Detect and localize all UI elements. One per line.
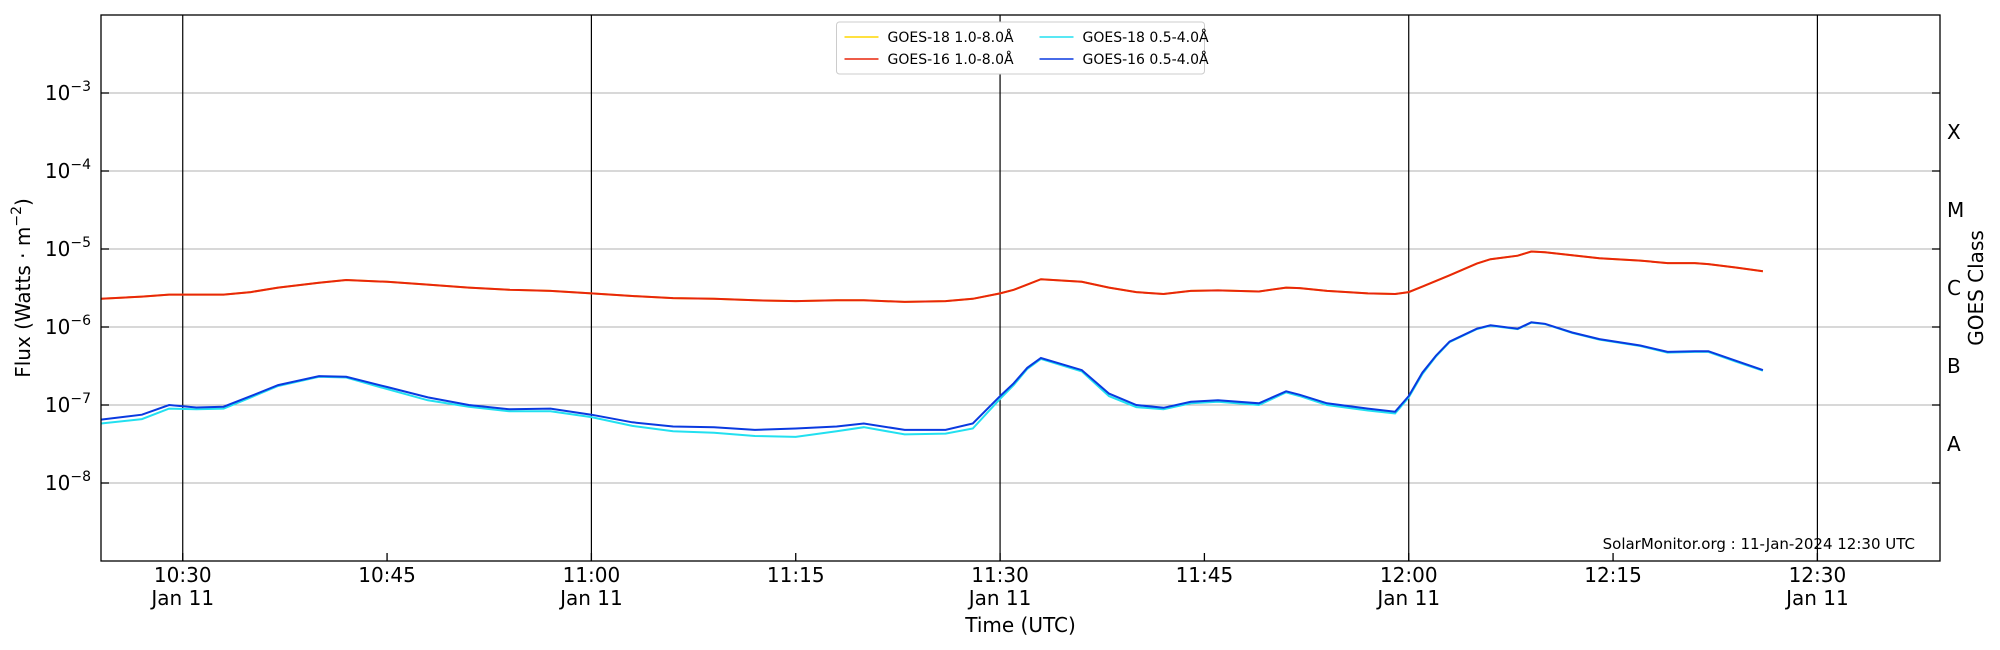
y-tick-label: 10−6 — [45, 313, 91, 339]
legend-box — [836, 21, 1205, 75]
y-tick-label: 10−4 — [45, 157, 91, 183]
y-tick-exponent: −7 — [70, 391, 91, 407]
y-tick-exponent: −4 — [70, 157, 91, 173]
x-tick-date: Jan 11 — [967, 586, 1032, 610]
x-tick-label: 10:45 — [358, 563, 416, 587]
series-line — [100, 321, 1764, 431]
y-axis-label: Flux (Watts · m−2) — [9, 198, 35, 378]
legend-label: GOES-18 0.5-4.0Å — [1083, 29, 1209, 46]
y-tick-base: 10 — [45, 471, 70, 495]
y-axis-label-text: Flux (Watts · m — [11, 227, 35, 378]
y-tick-base: 10 — [45, 237, 70, 261]
y-tick-exponent: −8 — [70, 469, 91, 485]
x-tick-label: 11:15 — [767, 563, 825, 587]
class-label: B — [1947, 354, 1961, 378]
class-label: A — [1947, 432, 1961, 456]
y-tick-label: 10−8 — [45, 469, 91, 495]
series-line — [100, 321, 1764, 438]
class-label: X — [1947, 120, 1961, 144]
lines-layer — [100, 250, 1764, 438]
y-tick-exponent: −3 — [70, 79, 91, 95]
x-tick-label: 11:00 — [563, 563, 621, 587]
x-tick-label: 12:30 — [1789, 563, 1847, 587]
x-tick-date: Jan 11 — [149, 586, 214, 610]
plot-frame — [100, 14, 1941, 562]
legend-label: GOES-18 1.0-8.0Å — [888, 29, 1014, 46]
grid-layer — [101, 15, 1940, 561]
x-tick-label: 11:45 — [1176, 563, 1234, 587]
y-tick-exponent: −6 — [70, 313, 91, 329]
x-tick-label: 12:15 — [1584, 563, 1642, 587]
x-tick-label: 11:30 — [971, 563, 1029, 587]
y2-axis-label: GOES Class — [1964, 230, 1988, 346]
y-axis-label-close: ) — [11, 198, 35, 206]
x-axis-label: Time (UTC) — [964, 613, 1076, 637]
y-tick-label: 10−5 — [45, 235, 91, 261]
annotation: SolarMonitor.org : 11-Jan-2024 12:30 UTC — [1603, 535, 1915, 553]
y-tick-base: 10 — [45, 393, 70, 417]
y-tick-label: 10−7 — [45, 391, 91, 417]
class-label: M — [1947, 198, 1964, 222]
y-tick-base: 10 — [45, 81, 70, 105]
y-tick-base: 10 — [45, 159, 70, 183]
y-tick-base: 10 — [45, 315, 70, 339]
x-tick-date: Jan 11 — [1784, 586, 1849, 610]
class-label: C — [1947, 276, 1961, 300]
x-tick-date: Jan 11 — [1375, 586, 1440, 610]
x-tick-label: 12:00 — [1380, 563, 1438, 587]
series-line — [100, 250, 1764, 303]
legend-label: GOES-16 0.5-4.0Å — [1083, 51, 1209, 68]
x-tick-date: Jan 11 — [558, 586, 623, 610]
y-tick-label: 10−3 — [45, 79, 91, 105]
series-line — [100, 250, 1764, 303]
y-tick-exponent: −5 — [70, 235, 91, 251]
x-tick-label: 10:30 — [154, 563, 212, 587]
legend-label: GOES-16 1.0-8.0Å — [888, 51, 1014, 68]
y-axis-label-exponent: −2 — [9, 206, 25, 227]
